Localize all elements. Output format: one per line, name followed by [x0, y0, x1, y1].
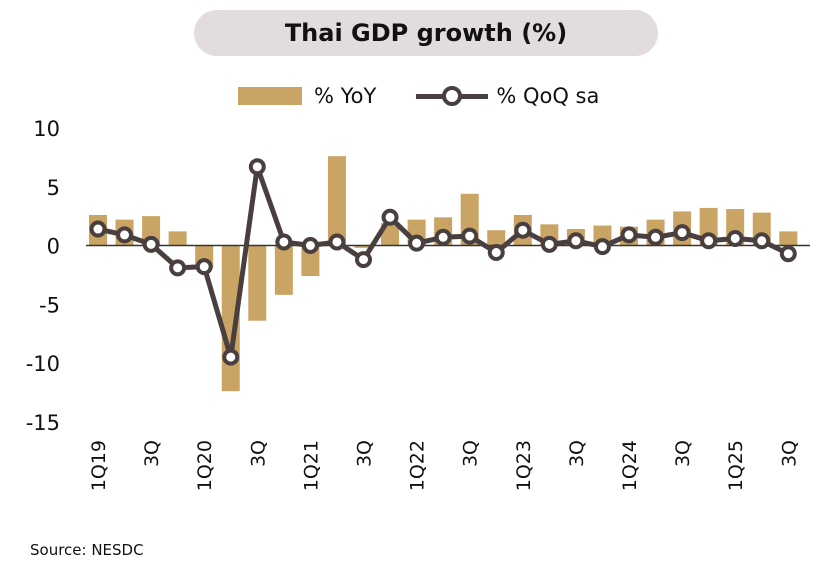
chart-title: Thai GDP growth (%)	[194, 10, 658, 56]
y-tick-label: 5	[47, 176, 60, 200]
point-qoq	[540, 235, 558, 253]
y-tick-label: 0	[47, 235, 60, 259]
point-qoq	[142, 235, 160, 253]
point-qoq	[248, 158, 266, 176]
legend-item-qoq: % QoQ sa	[376, 84, 599, 108]
x-tick-label: 1Q20	[194, 440, 216, 491]
point-qoq	[647, 228, 665, 246]
x-tick-label: 1Q21	[300, 440, 322, 491]
x-tick-label: 3Q	[247, 440, 269, 467]
bar-yoy	[168, 231, 187, 246]
point-qoq	[514, 221, 532, 239]
x-tick-label: 1Q25	[725, 440, 747, 491]
point-qoq	[753, 232, 771, 250]
x-tick-label: 1Q19	[88, 440, 110, 491]
legend-swatch-qoq	[416, 86, 489, 106]
x-tick-label: 3Q	[566, 440, 588, 467]
point-qoq	[301, 237, 319, 254]
y-tick-label: -15	[26, 411, 60, 435]
x-tick-label: 3Q	[460, 440, 482, 467]
point-qoq	[567, 232, 585, 250]
bar-yoy	[327, 156, 346, 246]
bar-yoy	[779, 231, 798, 246]
point-qoq	[726, 229, 744, 247]
point-qoq	[355, 251, 372, 269]
point-qoq	[434, 228, 452, 246]
legend-label-qoq: % QoQ sa	[496, 84, 600, 108]
point-qoq	[275, 233, 293, 251]
x-tick-label: 1Q24	[619, 440, 641, 491]
x-tick-label: 3Q	[778, 440, 800, 467]
bar-yoy	[487, 230, 506, 246]
point-qoq	[700, 232, 718, 250]
legend-label-yoy: % YoY	[314, 84, 377, 108]
legend-item-yoy: % YoY	[238, 84, 376, 108]
legend-swatch-yoy	[238, 87, 302, 105]
point-qoq	[169, 259, 187, 277]
point-qoq	[779, 245, 797, 263]
point-qoq	[620, 226, 638, 244]
y-tick-label: 10	[33, 117, 60, 141]
x-tick-label: 3Q	[672, 440, 694, 467]
point-qoq	[381, 208, 399, 226]
bar-yoy	[354, 245, 373, 248]
bar-yoy	[301, 245, 320, 277]
x-tick-label: 3Q	[141, 440, 163, 467]
x-tick-label: 1Q22	[407, 440, 429, 491]
x-tick-label: 3Q	[354, 440, 376, 467]
source-note: Source: NESDC	[30, 541, 144, 559]
point-qoq	[593, 238, 611, 256]
x-tick-label: 1Q23	[513, 440, 535, 491]
point-qoq	[487, 244, 505, 262]
point-qoq	[116, 226, 134, 244]
point-qoq	[461, 227, 479, 245]
bar-yoy	[248, 245, 267, 321]
point-qoq	[222, 348, 240, 366]
point-qoq	[89, 220, 107, 238]
legend: % YoY % QoQ sa	[238, 84, 599, 108]
point-qoq	[408, 234, 426, 252]
point-qoq	[673, 224, 691, 242]
y-tick-label: -5	[39, 293, 60, 317]
point-qoq	[195, 258, 213, 276]
bar-yoy	[274, 245, 293, 295]
point-qoq	[328, 233, 346, 251]
y-tick-label: -10	[26, 352, 60, 376]
